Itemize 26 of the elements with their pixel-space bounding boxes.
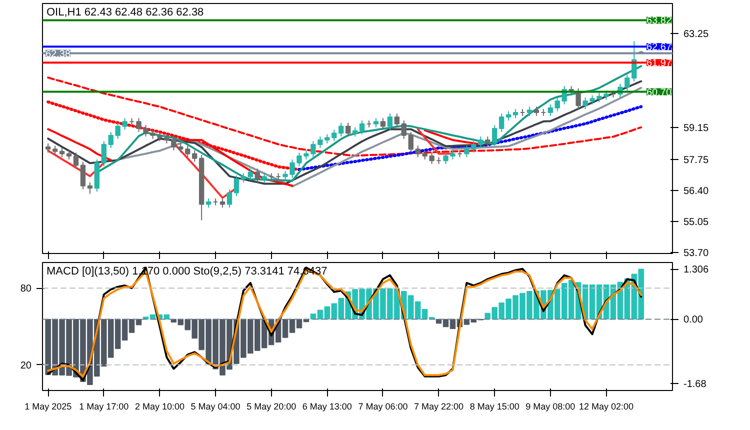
y-tick-label: 59.15 — [684, 122, 709, 134]
x-tick-label: 1 May 2025 — [24, 402, 72, 412]
y2-tick-label: 20 — [20, 360, 32, 372]
x-tick-label: 5 May 20:00 — [246, 402, 296, 412]
x-tick-label: 12 May 02:00 — [578, 402, 634, 412]
y2-tick-label: 80 — [20, 284, 32, 295]
x-tick-label: 1 May 17:00 — [79, 402, 129, 412]
ref-line-label: 63.82 — [646, 16, 672, 27]
y-tick-label: 57.75 — [684, 154, 709, 166]
x-tick-label: 7 May 22:00 — [414, 402, 464, 412]
x-tick-label: 2 May 10:00 — [134, 402, 184, 412]
y-tick-label: 53.70 — [684, 248, 709, 259]
x-tick-label: 5 May 04:00 — [190, 402, 240, 412]
y-tick-label: 0.00 — [684, 314, 704, 326]
chart-title: OIL,H1 62.43 62.48 62.36 62.38 — [46, 6, 204, 18]
ref-line-label: 62.38 — [46, 48, 71, 60]
y-tick-label: -1.68 — [684, 379, 707, 390]
x-tick-label: 7 May 06:00 — [358, 402, 408, 412]
x-tick-label: 9 May 08:00 — [526, 402, 576, 412]
x-tick-label: 8 May 15:00 — [470, 402, 520, 412]
y-tick-label: 55.05 — [684, 216, 709, 228]
y-tick-label: 1.306 — [684, 264, 709, 276]
y-tick-label: 56.40 — [684, 186, 709, 197]
x-tick-label: 6 May 13:00 — [302, 402, 352, 412]
ref-line-label: 60.70 — [646, 87, 672, 98]
y-tick-label: 63.25 — [684, 28, 709, 40]
